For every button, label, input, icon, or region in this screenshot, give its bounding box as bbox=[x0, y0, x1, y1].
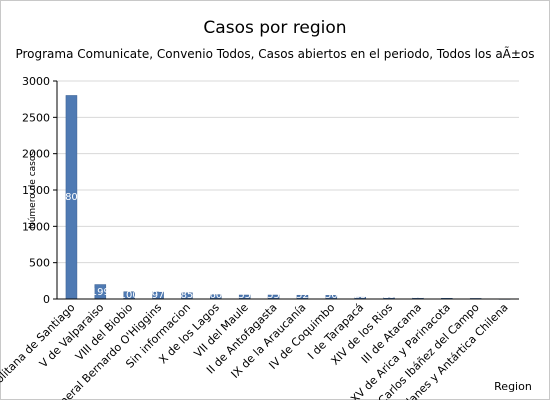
bar-data-label: 2801 bbox=[59, 192, 84, 203]
y-axis-title: Número de casos bbox=[28, 151, 38, 229]
gridlines bbox=[57, 81, 519, 263]
bars bbox=[66, 95, 510, 299]
bar-data-label: 199 bbox=[91, 287, 110, 298]
y-tick-label: 2500 bbox=[22, 111, 50, 124]
y-tick-label: 500 bbox=[29, 257, 50, 270]
y-tick-label: 3000 bbox=[22, 75, 50, 88]
x-axis-title: Region bbox=[494, 380, 532, 393]
y-tick-label: 0 bbox=[43, 293, 50, 306]
